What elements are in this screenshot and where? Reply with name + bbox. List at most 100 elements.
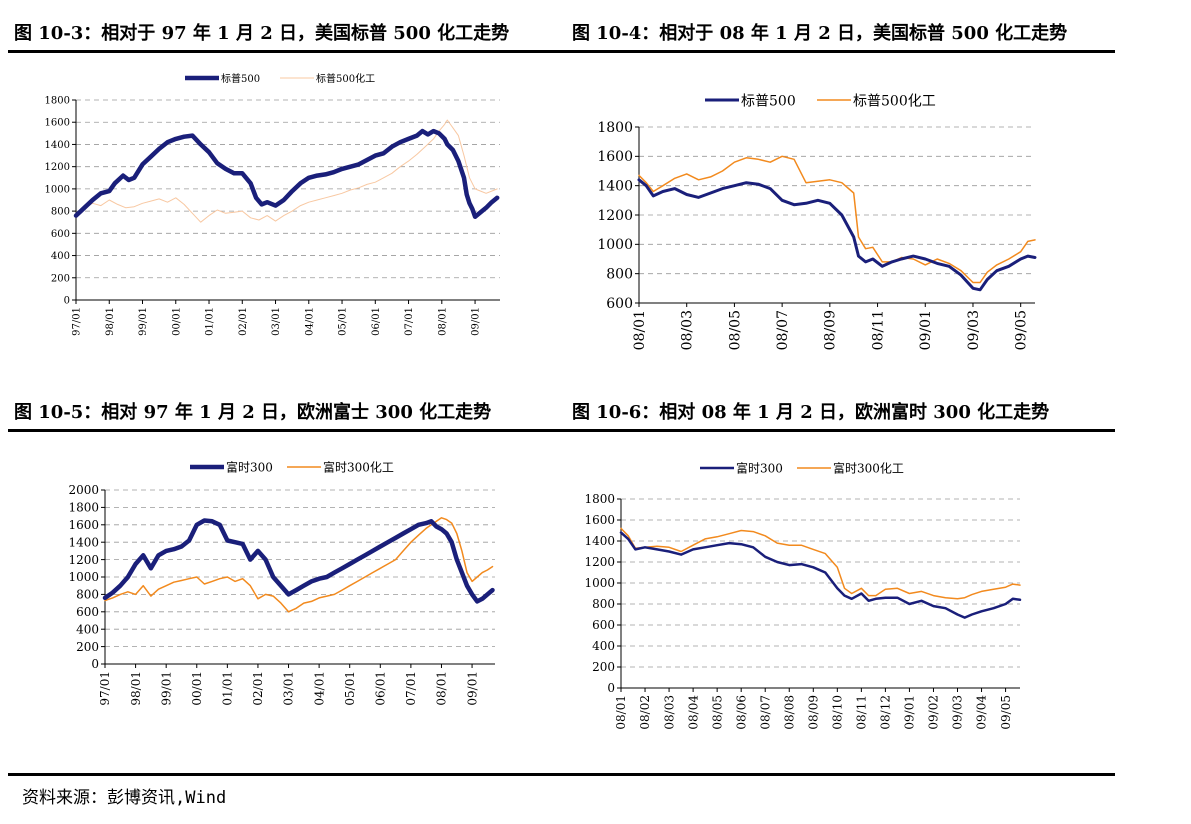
chart-1-title-rule <box>8 50 560 53</box>
x-tick-label: 09/01 <box>465 671 479 706</box>
x-tick-label: 98/01 <box>105 307 116 336</box>
y-tick-label: 600 <box>51 229 70 240</box>
y-tick-label: 1800 <box>68 501 99 515</box>
y-tick-label: 1800 <box>45 96 70 107</box>
x-tick-label: 08/06 <box>734 695 748 730</box>
y-tick-label: 1000 <box>68 570 99 584</box>
x-tick-label: 06/01 <box>373 671 387 706</box>
legend-label-2: 富时300化工 <box>323 460 394 475</box>
x-tick-label: 04/01 <box>312 671 326 706</box>
x-tick-label: 08/07 <box>775 310 791 350</box>
y-tick-label: 1400 <box>68 535 99 549</box>
y-tick-label: 1200 <box>45 162 70 173</box>
x-tick-label: 02/01 <box>238 307 249 336</box>
legend-label-1: 富时300 <box>736 461 783 476</box>
y-tick-label: 0 <box>91 657 99 671</box>
y-tick-label: 400 <box>76 622 99 636</box>
x-tick-label: 03/01 <box>282 671 296 706</box>
x-tick-label: 08/07 <box>758 695 772 730</box>
x-tick-label: 09/03 <box>966 310 982 350</box>
y-tick-label: 200 <box>51 273 70 284</box>
x-tick-label: 06/01 <box>371 307 382 336</box>
x-tick-label: 08/12 <box>879 695 893 730</box>
y-tick-label: 1000 <box>584 576 615 590</box>
y-tick-label: 1600 <box>68 518 99 532</box>
legend-label-2: 标普500化工 <box>853 93 936 109</box>
y-tick-label: 800 <box>51 207 70 218</box>
y-tick-label: 0 <box>64 296 70 307</box>
y-tick-label: 1000 <box>597 237 633 253</box>
series-line-1 <box>637 178 1037 292</box>
x-tick-label: 07/01 <box>404 307 415 336</box>
y-tick-label: 600 <box>592 618 615 632</box>
y-tick-label: 1400 <box>597 179 633 195</box>
x-tick-label: 04/01 <box>304 307 315 336</box>
chart-3-title: 图 10-5：相对 97 年 1 月 2 日，欧洲富士 300 化工走势 <box>14 402 492 423</box>
source-rule <box>8 773 1115 776</box>
x-tick-label: 08/04 <box>686 695 700 730</box>
chart-4-title: 图 10-6：相对 08 年 1 月 2 日，欧洲富时 300 化工走势 <box>572 402 1050 423</box>
x-tick-label: 08/10 <box>831 695 845 730</box>
series-line-2 <box>104 517 494 613</box>
legend-label-2: 富时300化工 <box>833 461 904 476</box>
source-note: 资料来源：彭博资讯,Wind <box>22 788 227 808</box>
y-tick-label: 800 <box>592 597 615 611</box>
x-tick-label: 01/01 <box>205 307 216 336</box>
legend-label-1: 富时300 <box>226 460 273 475</box>
chart-4: 0 200 400 600 800 1000 1200 1400 1600 1800 08/01 08… <box>584 461 1022 730</box>
x-tick-label: 09/01 <box>903 695 917 730</box>
x-tick-label: 08/01 <box>632 310 648 350</box>
x-tick-label: 09/01 <box>471 307 482 336</box>
x-tick-label: 08/01 <box>435 671 449 706</box>
y-tick-label: 1600 <box>45 118 70 129</box>
chart-3: 0 200 400 600 800 1000 1200 1400 1600 1800 2000 97/… <box>68 460 495 706</box>
y-tick-label: 1200 <box>597 208 633 224</box>
series-line-2 <box>638 155 1036 284</box>
y-tick-label: 200 <box>76 640 99 654</box>
x-tick-label: 08/09 <box>823 310 839 350</box>
y-tick-label: 600 <box>76 605 99 619</box>
x-tick-label: 09/03 <box>951 695 965 730</box>
x-tick-label: 03/01 <box>271 307 282 336</box>
y-tick-label: 1200 <box>584 555 615 569</box>
x-tick-label: 00/01 <box>190 671 204 706</box>
y-tick-label: 1600 <box>584 513 615 527</box>
y-tick-label: 1800 <box>584 492 615 506</box>
x-tick-label: 08/11 <box>870 310 886 350</box>
y-tick-label: 1200 <box>68 553 99 567</box>
x-tick-label: 09/02 <box>927 695 941 730</box>
y-tick-label: 0 <box>607 681 615 695</box>
series-line-1 <box>619 531 1022 619</box>
x-tick-label: 02/01 <box>251 671 265 706</box>
x-tick-label: 99/01 <box>138 307 149 336</box>
y-tick-label: 1400 <box>584 534 615 548</box>
x-tick-label: 08/03 <box>662 695 676 730</box>
x-tick-label: 99/01 <box>159 671 173 706</box>
y-tick-label: 1600 <box>597 149 633 165</box>
x-tick-label: 98/01 <box>129 671 143 706</box>
y-tick-label: 2000 <box>68 483 99 497</box>
y-tick-label: 1000 <box>45 184 70 195</box>
x-tick-label: 08/01 <box>614 695 628 730</box>
chart-1: 0 200 400 600 800 1000 1200 1400 1600 1800 97/01 98… <box>45 72 500 336</box>
x-tick-label: 01/01 <box>221 671 235 706</box>
chart-3-title-rule <box>8 429 560 432</box>
x-tick-label: 08/05 <box>710 695 724 730</box>
x-tick-label: 09/01 <box>918 310 934 350</box>
series-line-1 <box>102 518 495 604</box>
x-tick-label: 97/01 <box>98 671 112 706</box>
y-tick-label: 800 <box>606 267 633 283</box>
chart-2-title-rule <box>555 50 1115 53</box>
chart-2: 600 800 1000 1200 1400 1600 1800 08/01 08/03 08/0… <box>597 93 1037 350</box>
x-tick-label: 08/03 <box>680 310 696 350</box>
x-tick-label: 09/05 <box>1014 310 1030 350</box>
x-tick-label: 09/05 <box>999 695 1013 730</box>
y-tick-label: 400 <box>592 639 615 653</box>
x-tick-label: 97/01 <box>72 307 83 336</box>
y-tick-label: 1400 <box>45 140 70 151</box>
x-tick-label: 00/01 <box>171 307 182 336</box>
legend-label-1: 标普500 <box>741 93 796 109</box>
series-line-2 <box>75 119 498 223</box>
x-tick-label: 08/02 <box>638 695 652 730</box>
y-tick-label: 1800 <box>597 120 633 136</box>
